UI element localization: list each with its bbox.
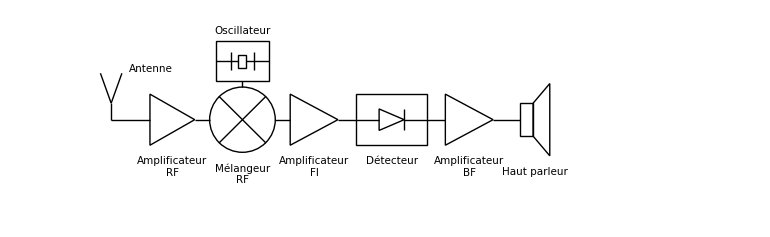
Text: Amplificateur: Amplificateur	[434, 156, 504, 166]
Text: Antenne: Antenne	[129, 64, 173, 73]
Text: BF: BF	[463, 168, 476, 178]
Bar	[216, 41, 270, 81]
Text: FI: FI	[310, 168, 319, 178]
Bar	[356, 94, 427, 145]
Text: Haut parleur: Haut parleur	[502, 167, 567, 177]
Text: Mélangeur: Mélangeur	[215, 163, 270, 174]
Text: Détecteur: Détecteur	[366, 156, 417, 166]
Text: Oscillateur: Oscillateur	[214, 26, 270, 36]
Bar	[520, 103, 533, 136]
Text: RF: RF	[166, 168, 179, 178]
Bar	[239, 55, 246, 68]
Text: Amplificateur: Amplificateur	[279, 156, 349, 166]
Text: Amplificateur: Amplificateur	[137, 156, 207, 166]
Text: RF: RF	[236, 175, 249, 185]
